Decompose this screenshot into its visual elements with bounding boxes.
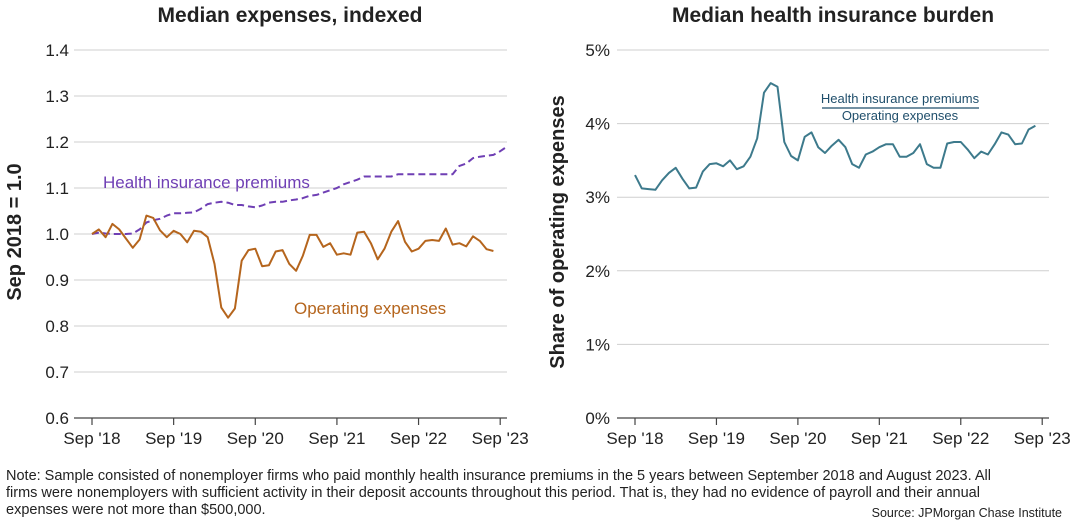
series-line-0 (634, 82, 1036, 191)
x-tick-label: Sep '19 (145, 429, 202, 448)
x-tick-label: Sep '18 (606, 429, 663, 448)
y-tick-label: 0.9 (45, 271, 69, 290)
right-y-axis-label: Share of operating expenses (547, 95, 569, 368)
operating-expenses-annotation: Operating expenses (294, 299, 446, 318)
source-credit: Source: JPMorgan Chase Institute (871, 506, 1062, 520)
footnote: Note: Sample consisted of nonemployer fi… (6, 468, 1066, 519)
x-tick-label: Sep '20 (227, 429, 284, 448)
y-tick-label: 3% (585, 188, 610, 207)
right-chart-title: Median health insurance burden (672, 4, 994, 27)
premiums-annotation: Health insurance premiums (103, 173, 310, 192)
expenses-indexed-chart: Median expenses, indexed Sep 2018 = 1.0 … (4, 4, 529, 448)
y-tick-label: 1.4 (45, 41, 69, 60)
y-tick-label: 1.3 (45, 87, 69, 106)
y-tick-label: 1.0 (45, 225, 69, 244)
ratio-label-denominator: Operating expenses (842, 108, 959, 123)
y-tick-label: 0.7 (45, 363, 69, 382)
series-line-1 (91, 214, 494, 319)
x-tick-label: Sep '22 (932, 429, 989, 448)
y-tick-label: 1.2 (45, 133, 69, 152)
y-tick-label: 0% (585, 409, 610, 428)
x-tick-label: Sep '21 (851, 429, 908, 448)
y-tick-label: 0.8 (45, 317, 69, 336)
y-tick-label: 1% (585, 335, 610, 354)
x-tick-label: Sep '20 (769, 429, 826, 448)
left-chart-title: Median expenses, indexed (158, 4, 423, 27)
note-line: firms were nonemployers with sufficient … (6, 485, 980, 501)
note-line: Note: Sample consisted of nonemployer fi… (6, 468, 991, 484)
y-tick-label: 0.6 (45, 409, 69, 428)
x-tick-label: Sep '21 (308, 429, 365, 448)
ratio-label-numerator: Health insurance premiums (821, 91, 980, 106)
x-tick-label: Sep '23 (1014, 429, 1070, 448)
x-tick-label: Sep '23 (472, 429, 529, 448)
x-tick-label: Sep '18 (63, 429, 120, 448)
y-tick-label: 1.1 (45, 179, 69, 198)
y-tick-label: 5% (585, 41, 610, 60)
left-y-axis-label: Sep 2018 = 1.0 (4, 163, 26, 300)
note-line: expenses were not more than $500,000. (6, 502, 266, 518)
y-tick-label: 4% (585, 115, 610, 134)
x-tick-label: Sep '19 (688, 429, 745, 448)
health-insurance-burden-chart: Median health insurance burden Share of … (547, 4, 1070, 448)
y-tick-label: 2% (585, 262, 610, 281)
x-tick-label: Sep '22 (390, 429, 447, 448)
charts-canvas: Median expenses, indexed Sep 2018 = 1.0 … (4, 4, 1070, 448)
